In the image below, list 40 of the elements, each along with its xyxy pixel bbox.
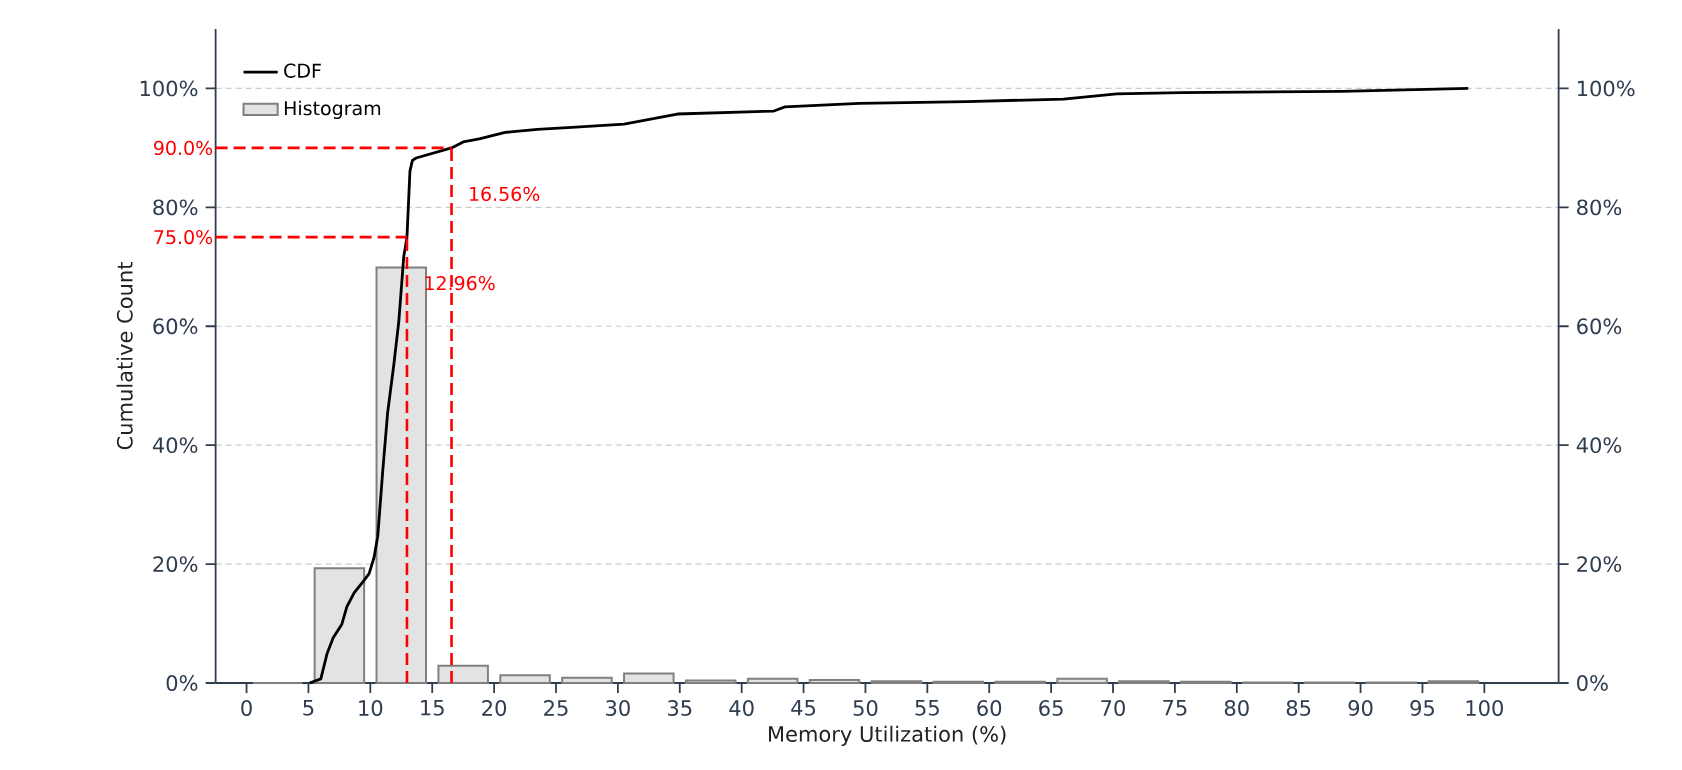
- x-tick-label: 80: [1224, 700, 1249, 716]
- ref-line-label: 75.0%: [154, 229, 213, 245]
- x-tick-label: 25: [544, 700, 568, 716]
- y2-tick-label: 100%: [1577, 80, 1635, 97]
- x-tick-label: 85: [1286, 700, 1311, 716]
- y2-tick-label: 0%: [1577, 675, 1608, 691]
- x-tick-label: 30: [606, 700, 630, 716]
- ref-line-label: 16.56%: [470, 186, 540, 202]
- y2-tick-label: 80%: [1577, 199, 1622, 216]
- legend-label: CDF: [284, 63, 321, 78]
- x-tick-label: 20: [482, 700, 507, 716]
- x-tick-label: 95: [1410, 700, 1434, 716]
- x-tick-label: 45: [791, 700, 816, 716]
- y-tick-label: 100%: [140, 80, 198, 97]
- x-tick-label: 10: [359, 700, 383, 716]
- x-tick-label: 0: [241, 700, 252, 716]
- ref-line-label: 90.0%: [154, 140, 213, 156]
- y-tick-label: 0%: [166, 675, 198, 691]
- y-tick-label: 40%: [152, 437, 198, 454]
- y-tick-label: 20%: [153, 556, 198, 572]
- y-tick-label: 80%: [153, 199, 198, 216]
- legend-label: Histogram: [284, 100, 381, 120]
- y-axis-title: Cumulative Count: [116, 262, 133, 450]
- x-tick-label: 15: [421, 700, 444, 716]
- y2-tick-label: 40%: [1576, 437, 1622, 454]
- x-tick-label: 50: [853, 700, 878, 716]
- x-tick-label: 35: [668, 700, 692, 716]
- x-tick-label: 75: [1163, 700, 1187, 716]
- x-tick-label: 55: [915, 700, 939, 716]
- x-tick-label: 5: [303, 700, 314, 716]
- y-tick-label: 60%: [153, 318, 198, 335]
- x-tick-label: 90: [1348, 700, 1373, 716]
- x-tick-label: 70: [1101, 700, 1125, 716]
- x-tick-label: 60: [977, 700, 1002, 716]
- x-tick-label: 40: [729, 700, 754, 716]
- x-axis-title: Memory Utilization (%): [769, 725, 1006, 746]
- y2-tick-label: 60%: [1577, 318, 1622, 335]
- x-tick-label: 65: [1039, 700, 1063, 716]
- y2-tick-label: 20%: [1577, 556, 1622, 572]
- x-tick-label: 100: [1466, 700, 1503, 716]
